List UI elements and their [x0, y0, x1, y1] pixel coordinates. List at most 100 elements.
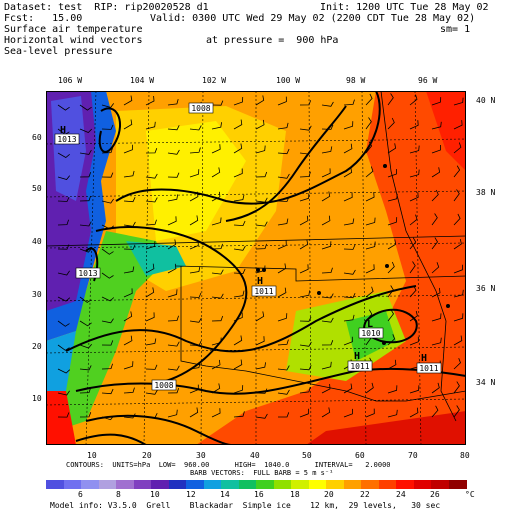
wind-barb: [365, 217, 376, 226]
wind-barb: [145, 364, 158, 370]
field-slp: Sea-level pressure: [4, 46, 113, 57]
low-marker: L: [367, 319, 373, 330]
wind-barb: [431, 167, 441, 178]
wind-barb: [123, 221, 136, 227]
wind-barb: [57, 412, 70, 418]
wind-barb: [343, 121, 354, 130]
wind-barb: [167, 341, 180, 347]
wind-barb: [409, 285, 417, 298]
wind-barb: [277, 365, 290, 371]
wind-barb: [255, 221, 268, 227]
wind-barb: [277, 339, 289, 346]
wind-barb: [57, 296, 71, 302]
wind-barb: [321, 293, 334, 299]
wind-barb: [343, 336, 353, 346]
wind-barb: [321, 101, 334, 107]
colorbar-cell: [168, 480, 187, 489]
high-marker: H: [257, 276, 263, 287]
wind-barb: [123, 361, 134, 370]
wind-barb: [409, 192, 419, 202]
wind-barb: [277, 173, 290, 179]
wind-barb: [409, 385, 420, 394]
wind-barb: [321, 267, 333, 274]
city-dot: [256, 268, 260, 272]
wind-barb: [57, 104, 70, 111]
wind-barb: [431, 97, 442, 106]
colorbar-label: 10: [150, 490, 160, 499]
wind-barb: [365, 408, 375, 418]
wind-barb: [57, 270, 70, 276]
wind-barb: [57, 175, 71, 180]
wind-barb: [343, 244, 356, 250]
wind-barb: [233, 96, 244, 106]
wind-barb: [123, 119, 133, 130]
wind-barb: [211, 269, 224, 275]
wind-barb: [387, 117, 395, 130]
x-tick: 80: [460, 451, 470, 460]
wind-barb: [277, 196, 290, 202]
wind-barb: [233, 359, 243, 370]
wind-barb: [167, 365, 180, 371]
wind-barb: [233, 194, 245, 202]
dataset-line: Dataset: test RIP: rip20020528 d1: [4, 2, 209, 13]
wind-barb: [409, 214, 418, 226]
wind-barb: [387, 168, 397, 178]
temperature-field: [46, 391, 76, 445]
wind-barb: [255, 413, 268, 419]
wind-barb: [233, 385, 244, 394]
y-tick: 40: [32, 237, 42, 246]
wind-barb: [453, 120, 463, 130]
x-tick: 10: [87, 451, 97, 460]
wind-barb: [343, 408, 353, 418]
wind-barb: [101, 415, 115, 421]
wind-barb: [211, 217, 222, 226]
wind-barb: [167, 149, 180, 155]
wind-barb: [299, 408, 309, 418]
wind-barb: [79, 412, 92, 418]
valid-time: Valid: 0300 UTC Wed 29 May 02 (2200 CDT …: [150, 13, 476, 24]
wind-barb: [211, 100, 224, 106]
wind-barb: [255, 336, 265, 346]
colorbar-cell: [326, 480, 344, 489]
wind-barb: [431, 287, 441, 298]
wind-barb: [189, 147, 201, 154]
wind-barb: [211, 359, 221, 370]
y-tick: 60: [32, 133, 42, 142]
wind-barb: [277, 313, 288, 322]
wind-barb: [365, 117, 372, 130]
wind-barb: [145, 121, 156, 130]
wind-barb: [321, 124, 334, 130]
wind-barb: [278, 412, 290, 418]
lat-label: 40 N: [476, 96, 496, 105]
wind-barb: [387, 409, 398, 418]
wind-barb: [387, 309, 394, 322]
wind-barb: [299, 386, 311, 394]
wind-barb: [431, 313, 442, 322]
colorbar-cell: [238, 480, 257, 489]
wind-barb: [145, 389, 158, 395]
temperature-map: 1008 1013 1013 1011 1010 1011 1011 1008 …: [46, 91, 466, 445]
wind-barb: [387, 143, 397, 154]
wind-barb: [145, 197, 158, 203]
wind-barb: [145, 413, 158, 419]
wind-barb: [167, 263, 177, 274]
wind-barb: [321, 407, 331, 418]
wind-barb: [343, 99, 355, 106]
colorbar-cell: [186, 480, 204, 489]
wind-barb: [453, 313, 464, 322]
wind-barb: [167, 172, 180, 178]
wind-barb: [255, 311, 265, 322]
svg-text:1011: 1011: [350, 362, 369, 371]
wind-barb: [343, 314, 355, 322]
model-info: Model info: V3.5.0 Grell Blackadar Simpl…: [50, 501, 441, 510]
wind-barb: [453, 189, 460, 202]
wind-barb: [387, 359, 397, 370]
wind-barb: [255, 171, 268, 178]
x-tick: 40: [250, 451, 260, 460]
wind-barb: [233, 220, 246, 227]
x-tick: 30: [196, 451, 206, 460]
colorbar-label: 20: [324, 490, 334, 499]
wind-barb: [321, 317, 334, 323]
y-tick: 10: [32, 394, 42, 403]
wind-barb: [79, 365, 92, 371]
